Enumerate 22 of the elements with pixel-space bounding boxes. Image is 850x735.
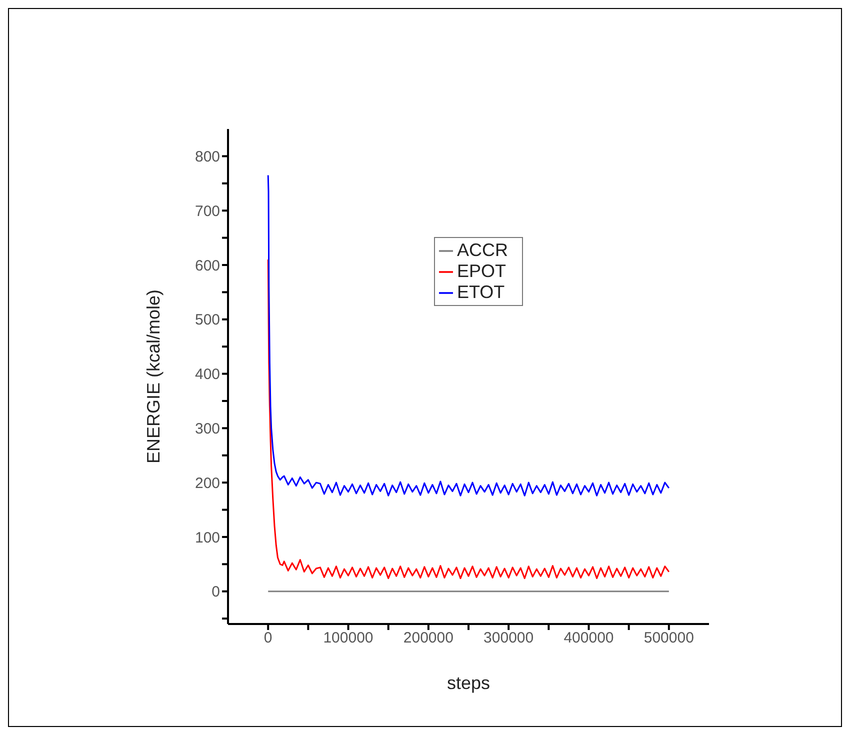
x-tick-label: 0	[264, 630, 272, 647]
y-tick-label: 800	[194, 148, 220, 166]
line-series	[267, 174, 670, 496]
x-tick-label: 200000	[403, 630, 454, 647]
y-tick-label: 100	[194, 529, 220, 546]
y-tick-label: 300	[194, 420, 220, 438]
line-series	[267, 258, 670, 580]
y-tick-label: 700	[194, 202, 220, 220]
x-tick-label: 400000	[564, 630, 614, 647]
x-tick-label: 300000	[484, 630, 534, 647]
y-tick-label: 200	[194, 474, 220, 492]
legend-label: ETOT	[457, 282, 505, 302]
y-tick-label: 400	[194, 366, 220, 384]
x-tick-label: 100000	[323, 630, 374, 647]
y-tick-label: 0	[212, 584, 220, 601]
y-tick-label: 500	[194, 312, 220, 329]
x-axis-title: steps	[446, 673, 490, 693]
legend-label: ACCR	[457, 240, 508, 260]
x-tick-label: 500000	[644, 630, 694, 647]
legend-label: EPOT	[457, 261, 506, 281]
y-tick-label: 600	[194, 257, 220, 274]
y-axis-title: ENERGIE (kcal/mole)	[143, 289, 164, 464]
